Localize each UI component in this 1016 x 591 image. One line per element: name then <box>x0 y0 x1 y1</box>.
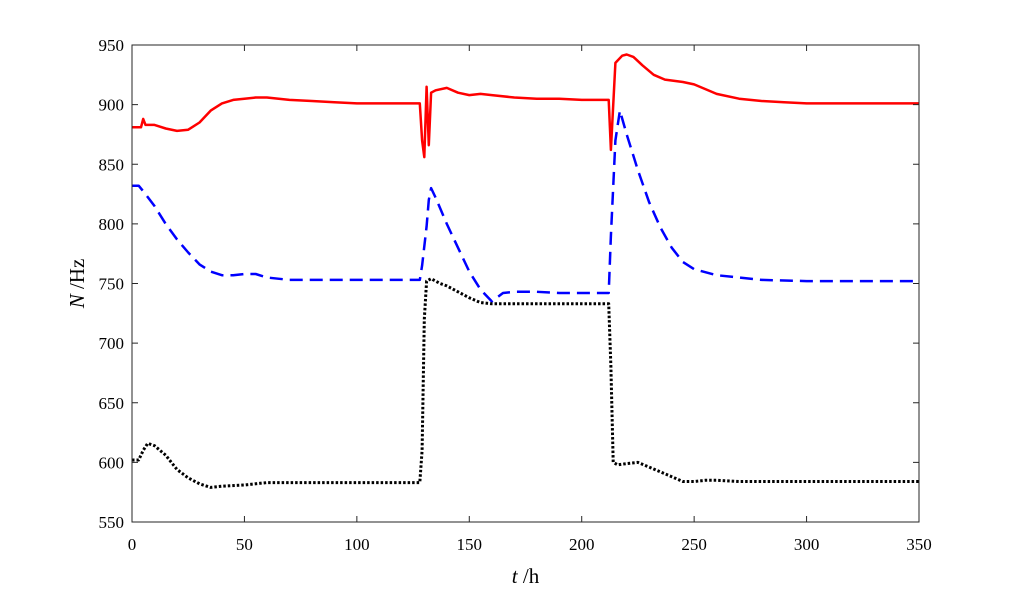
y-tick-label: 550 <box>99 513 125 532</box>
x-tick-label: 0 <box>128 535 137 554</box>
x-tick-label: 350 <box>906 535 932 554</box>
x-tick-label: 100 <box>344 535 370 554</box>
y-axis-label: N /Hz <box>65 259 89 310</box>
ticks-layer: 0 50 100 150 200 250 300 350 550 600 650 700 750 800 8… <box>99 36 932 554</box>
y-tick-label: 800 <box>99 215 125 234</box>
x-axis-unit: /h <box>518 564 540 588</box>
x-tick-label: 50 <box>236 535 253 554</box>
y-tick-label: 750 <box>99 275 125 294</box>
series-layer <box>132 53 919 489</box>
x-tick-label: 150 <box>457 535 483 554</box>
x-axis-label: t /h <box>512 564 540 588</box>
y-tick-label: 950 <box>99 36 125 55</box>
series-line-2 <box>132 109 919 303</box>
x-axis-var: t <box>512 564 519 588</box>
y-axis-var: N <box>65 293 89 309</box>
x-tick-label: 250 <box>681 535 707 554</box>
y-tick-label: 650 <box>99 394 125 413</box>
y-tick-label: 700 <box>99 334 125 353</box>
x-tick-label: 200 <box>569 535 595 554</box>
series-line-1 <box>132 53 919 159</box>
x-tick-label: 300 <box>794 535 820 554</box>
plot-frame <box>131 44 920 523</box>
y-tick-label: 900 <box>99 96 125 115</box>
y-tick-label: 850 <box>99 155 125 174</box>
series-line-3 <box>132 277 919 489</box>
y-tick-label: 600 <box>99 453 125 472</box>
y-axis-unit: /Hz <box>65 259 89 295</box>
